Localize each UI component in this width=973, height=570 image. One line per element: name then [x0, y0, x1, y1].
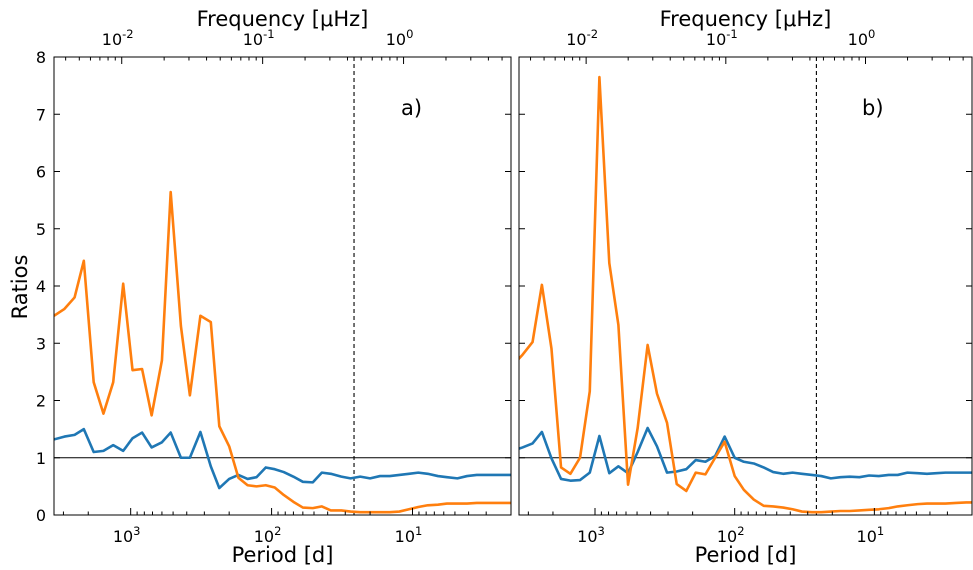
top-axis-label: Frequency [μHz] [197, 7, 369, 31]
plot-frame [518, 56, 973, 516]
x-tick-label: 102 [717, 524, 745, 546]
y-tick-label: 3 [36, 334, 46, 353]
series-line-blue [54, 427, 511, 490]
top-tick-label: 10-1 [706, 27, 738, 49]
y-tick-label: 4 [36, 277, 46, 296]
y-axis-label: Ratios [8, 255, 32, 320]
series-line-orange [519, 75, 972, 514]
series-line-orange [54, 190, 511, 514]
top-tick-label: 10-2 [102, 27, 134, 49]
panel-a: 0 1 2 3 4 5 6 7 8 103 102 101 10-2 10-1 100 Period [d] F… [36, 7, 512, 567]
top-tick-label: 10-1 [243, 27, 275, 49]
y-tick-label: 5 [36, 220, 46, 239]
panel-label: a) [401, 96, 422, 120]
x-tick-label: 103 [577, 524, 605, 546]
top-tick-label: 100 [386, 27, 414, 49]
x-axis-label: Period [d] [232, 543, 334, 567]
top-axis-label: Frequency [μHz] [660, 7, 832, 31]
series-line-blue [519, 426, 972, 482]
panel-label: b) [862, 96, 884, 120]
x-tick-label: 101 [857, 524, 885, 546]
y-tick-label: 8 [36, 48, 46, 67]
y-tick-label: 0 [36, 506, 46, 525]
y-tick-label: 6 [36, 163, 46, 182]
x-tick-label: 102 [254, 524, 282, 546]
top-tick-label: 100 [848, 27, 876, 49]
x-axis-label: Period [d] [695, 543, 797, 567]
y-tick-label: 1 [36, 449, 46, 468]
y-tick-label: 7 [36, 105, 46, 124]
y-tick-label: 2 [36, 392, 46, 411]
panel-b: 103 102 101 10-2 10-1 100 Period [d] Frequency … [518, 7, 973, 567]
x-tick-label: 103 [113, 524, 141, 546]
x-tick-label: 101 [395, 524, 423, 546]
top-tick-label: 10-2 [566, 27, 598, 49]
